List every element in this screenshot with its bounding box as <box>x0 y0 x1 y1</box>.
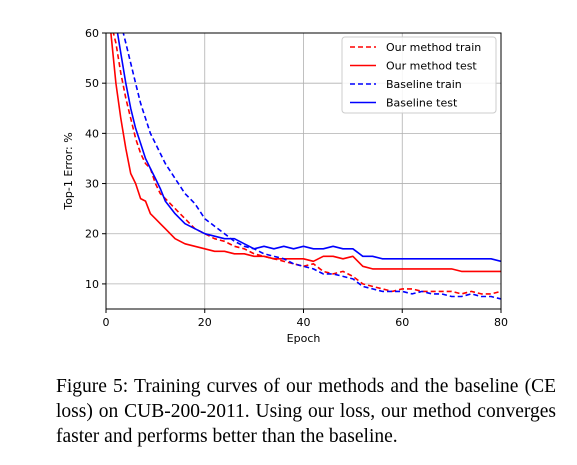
y-tick-label: 20 <box>85 228 99 241</box>
y-tick-label: 10 <box>85 278 99 291</box>
series-line-1 <box>112 33 501 295</box>
y-tick-label: 40 <box>85 127 99 140</box>
series-line-4 <box>116 33 501 263</box>
legend: Our method train Our method test Baseline … <box>341 36 497 114</box>
x-tick-label: 20 <box>198 316 212 329</box>
legend-label-1: Our method train <box>386 41 481 54</box>
series-lines <box>110 33 501 300</box>
x-tick-label: 60 <box>395 316 409 329</box>
legend-label-4: Baseline test <box>386 97 458 110</box>
y-tick-label: 60 <box>85 27 99 40</box>
y-tick-label: 50 <box>85 77 99 90</box>
x-tick-label: 80 <box>494 316 508 329</box>
series-line-2 <box>110 33 501 273</box>
x-axis-label: Epoch <box>287 332 321 345</box>
figure-caption: Figure 5: Training curves of our methods… <box>56 376 556 447</box>
legend-label-3: Baseline train <box>386 78 462 91</box>
axis-ticks: 0 20 40 60 80 10 20 30 40 50 60 <box>85 27 508 329</box>
series-line-3 <box>122 33 501 300</box>
y-axis-label: Top-1 Error: % <box>62 132 75 210</box>
x-tick-label: 0 <box>103 316 110 329</box>
legend-label-2: Our method test <box>386 60 477 73</box>
x-tick-label: 40 <box>297 316 311 329</box>
legend-box <box>341 36 497 114</box>
y-tick-label: 30 <box>85 178 99 191</box>
